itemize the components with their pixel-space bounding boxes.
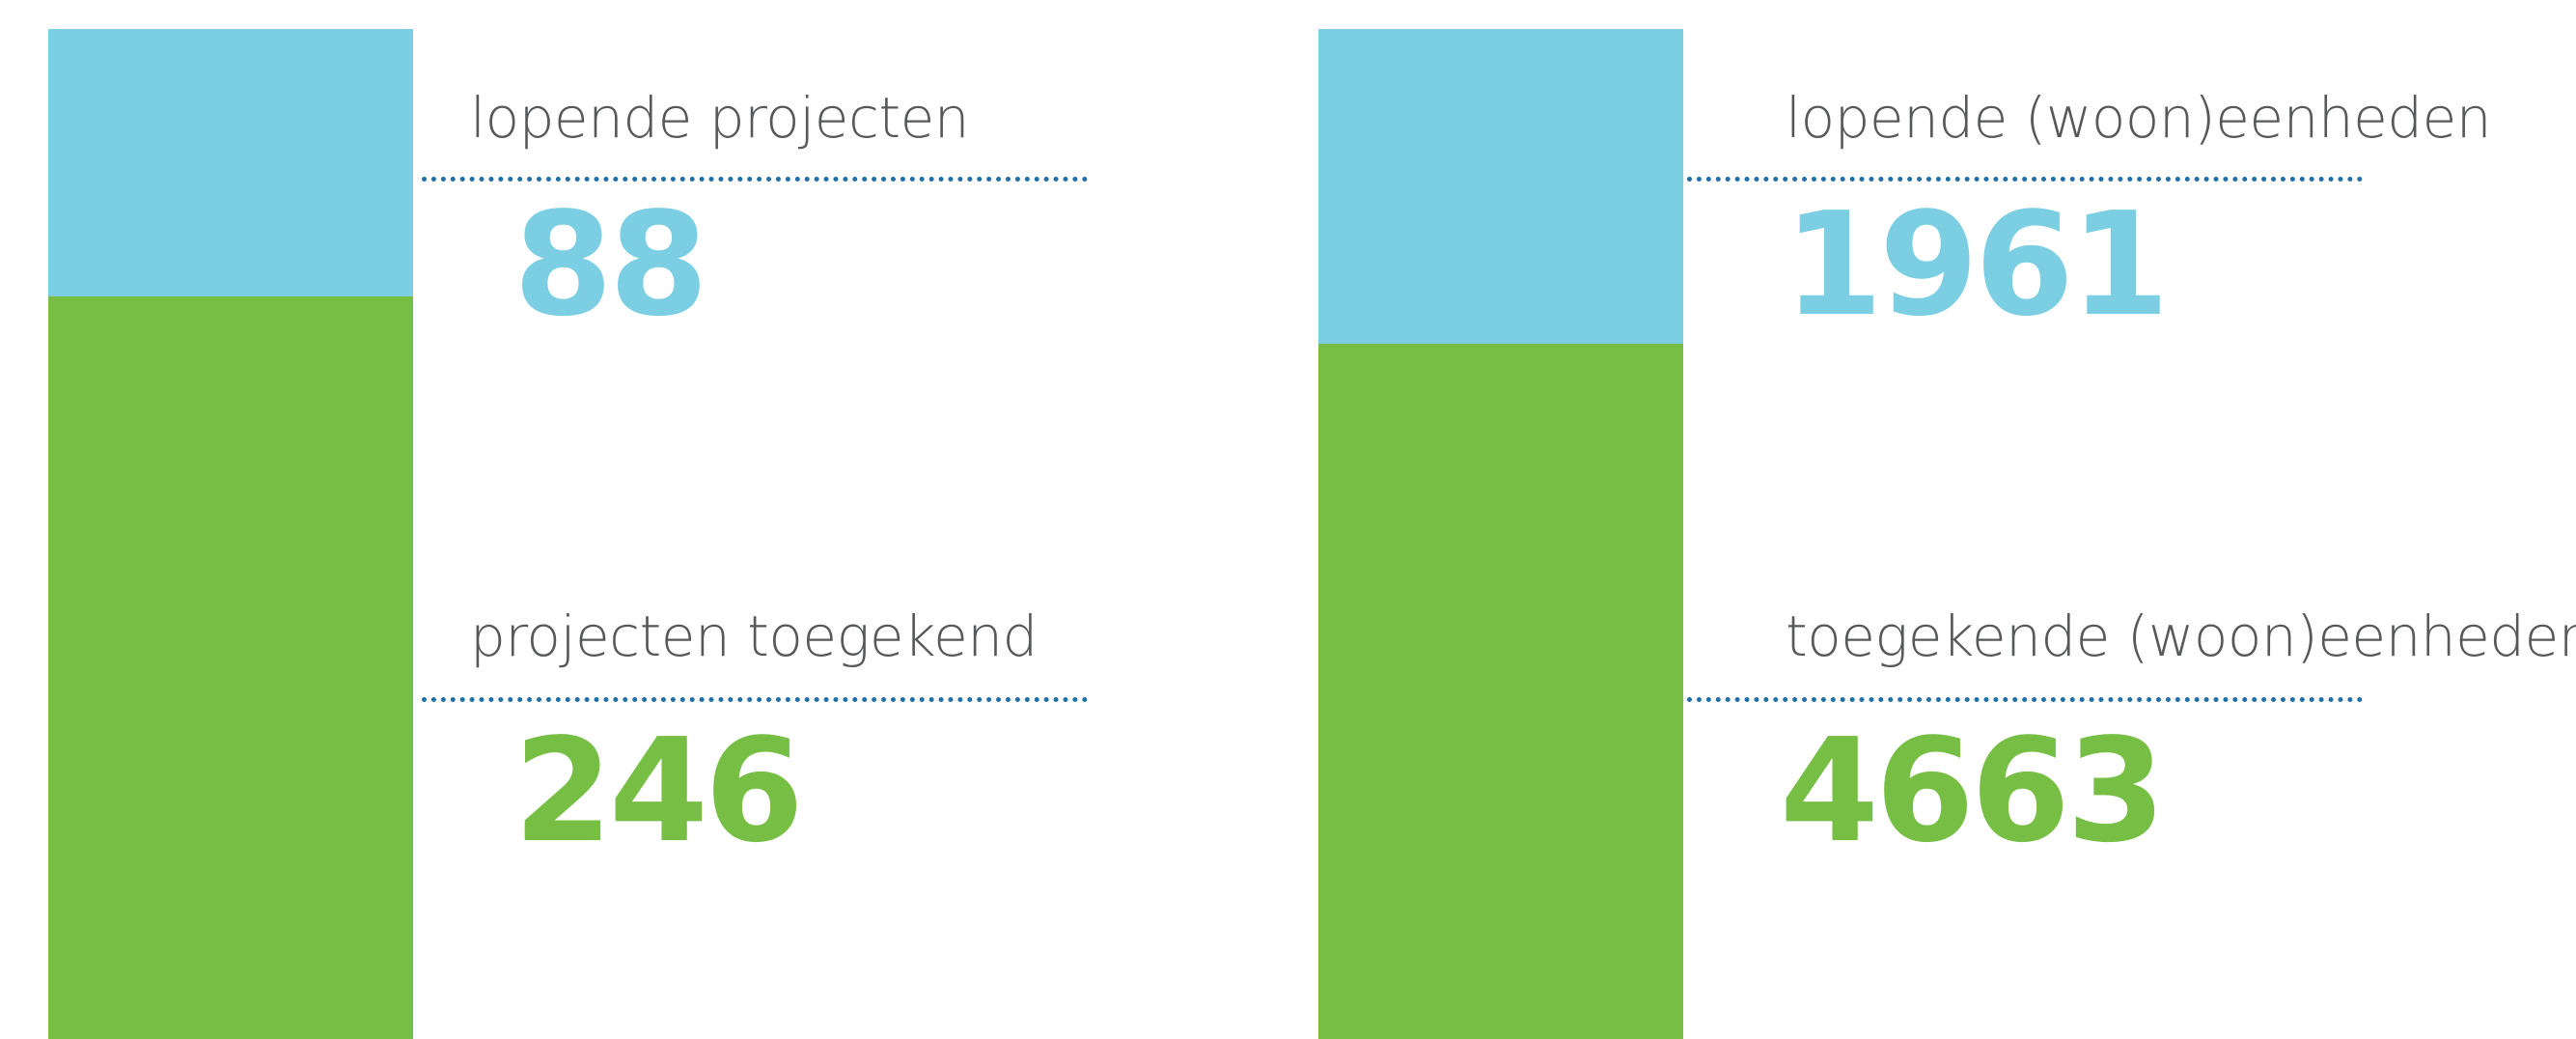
running-units-label: lopende (woon)eenheden <box>1786 85 2492 151</box>
granted-projects-label: projecten toegekend <box>470 604 1038 669</box>
running-projects-dotted-rule <box>422 177 1088 182</box>
granted-units-dotted-rule <box>1687 697 2363 702</box>
units-granted-segment <box>1318 344 1683 1039</box>
granted-projects-value: 246 <box>513 708 804 874</box>
projects-running-segment <box>48 29 413 296</box>
running-units-dotted-rule <box>1687 177 2363 182</box>
projects-granted-segment <box>48 296 413 1039</box>
running-projects-value: 88 <box>513 182 708 348</box>
units-running-segment <box>1318 29 1683 344</box>
granted-units-value: 4663 <box>1780 708 2166 874</box>
running-projects-label: lopende projecten <box>470 85 970 151</box>
running-units-value: 1961 <box>1784 182 2170 348</box>
projects-bar <box>48 29 413 1039</box>
granted-units-label: toegekende (woon)eenheden <box>1786 604 2576 669</box>
projects-panel: lopende projecten 88 projecten toegekend… <box>0 0 1284 1039</box>
granted-projects-dotted-rule <box>422 697 1088 702</box>
units-bar <box>1318 29 1683 1039</box>
units-panel: lopende (woon)eenheden 1961 toegekende (… <box>1272 0 2576 1039</box>
